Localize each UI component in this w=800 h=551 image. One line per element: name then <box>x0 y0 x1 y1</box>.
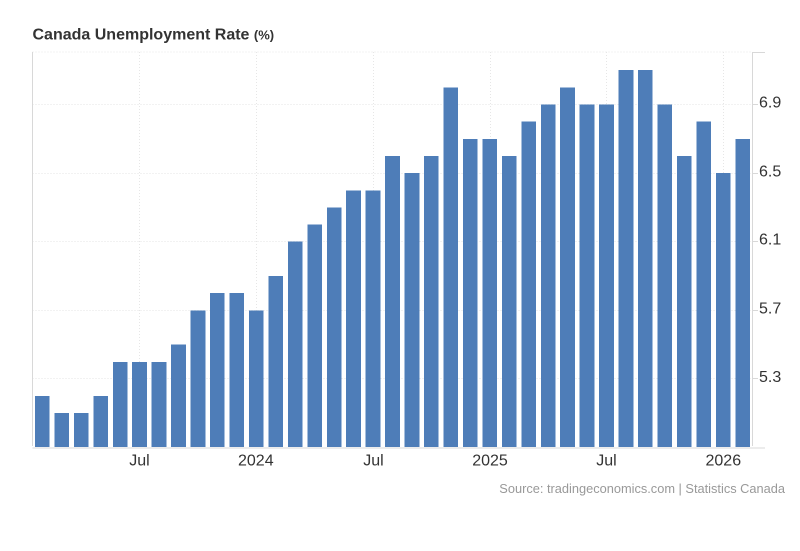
svg-text:Jul: Jul <box>363 453 383 470</box>
svg-text:2025: 2025 <box>472 453 508 470</box>
svg-text:6.5: 6.5 <box>759 164 781 181</box>
svg-text:2024: 2024 <box>238 453 274 470</box>
svg-text:2026: 2026 <box>706 453 742 470</box>
svg-text:Jul: Jul <box>596 453 616 470</box>
svg-text:6.1: 6.1 <box>759 232 781 249</box>
svg-text:5.7: 5.7 <box>759 301 781 318</box>
svg-text:Jul: Jul <box>129 453 149 470</box>
svg-text:Canada Unemployment Rate (%): Canada Unemployment Rate (%) <box>33 27 275 44</box>
svg-text:Source: tradingeconomics.com |: Source: tradingeconomics.com | Statistic… <box>499 481 786 496</box>
svg-text:6.9: 6.9 <box>759 95 781 112</box>
svg-text:5.3: 5.3 <box>759 369 781 386</box>
